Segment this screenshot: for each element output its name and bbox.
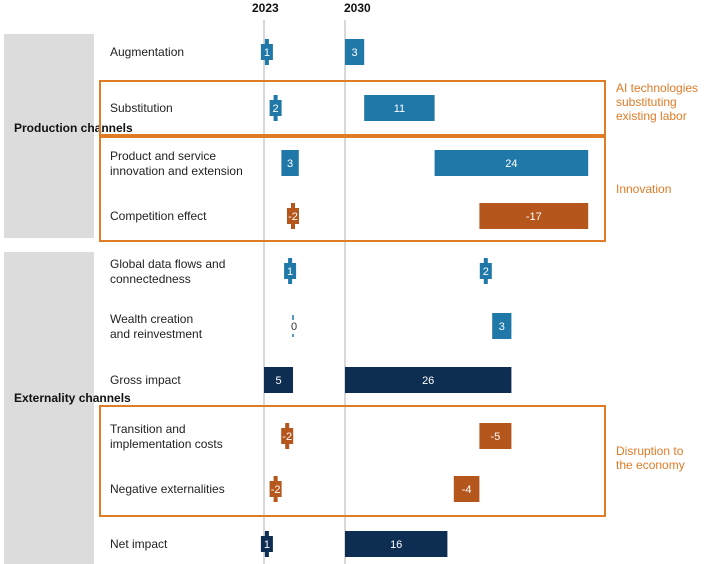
annotation-innovation: Innovation: [616, 182, 671, 196]
bar-2030: [453, 476, 480, 502]
bar-2023: [281, 150, 299, 176]
annotation-disruption: Disruption to the economy: [616, 444, 687, 472]
row-label: Gross impact: [110, 373, 181, 387]
row-label: Wealth creation and reinvestment: [110, 312, 203, 341]
row-label: Negative externalities: [110, 482, 225, 496]
bar-value-2030: 26: [422, 375, 434, 387]
bar-value-2030: 24: [505, 158, 517, 170]
bar-value-2023: 1: [264, 47, 270, 59]
row-label: Transition and implementation costs: [110, 422, 223, 451]
bar-value-2030: 3: [499, 321, 505, 333]
bar-value-2023: 1: [264, 539, 270, 551]
row-label: Competition effect: [110, 209, 207, 223]
bar-value-2030: 11: [394, 103, 405, 115]
bar-value-2023: 2: [273, 103, 279, 115]
bar-value-2030: 16: [390, 539, 402, 551]
bar-2023: [269, 481, 282, 497]
row-labels: Augmentation Substitution Product and serv…: [110, 45, 243, 551]
row-label: Substitution: [110, 101, 173, 115]
bar-2030: [479, 263, 492, 279]
bar-value-2030: -4: [462, 484, 472, 496]
bar-value-2023: 1: [287, 266, 293, 278]
bar-2023: [264, 367, 293, 393]
bar-2023: [284, 263, 297, 279]
bar-2023: [287, 208, 299, 224]
channel-panel-production: [4, 34, 94, 238]
bar-2023: [260, 44, 273, 60]
row-label: Augmentation: [110, 45, 184, 59]
highlight-box-disruption: [99, 405, 606, 517]
year-label-2023: 2023: [252, 1, 279, 15]
bar-value-2023: 3: [287, 158, 293, 170]
bar-2023: [260, 536, 273, 552]
channel-label-production: Production channels: [14, 121, 133, 135]
row-label: Product and service innovation and extens…: [110, 149, 243, 178]
bar-2030: [345, 39, 365, 65]
row-label: Global data flows and connectedness: [110, 257, 225, 286]
annotation-substitution: AI technologies substituting existing la…: [616, 81, 701, 123]
bar-2030: [345, 531, 448, 557]
bar-value-2023: 0: [291, 321, 297, 333]
bar-value-2030: -17: [526, 211, 542, 223]
channel-panel-externality: [4, 252, 94, 564]
bar-2030: [479, 203, 589, 229]
bar-value-2030: 3: [352, 47, 358, 59]
bar-2030: [492, 313, 512, 339]
bar-value-2023: -2: [282, 431, 292, 443]
row-label: Net impact: [110, 537, 168, 551]
bar-value-2023: 5: [275, 375, 281, 387]
bar-2023: [281, 428, 294, 444]
highlight-box-substitution: [99, 80, 606, 136]
bar-value-2030: 2: [483, 266, 489, 278]
channel-label-externality: Externality channels: [14, 391, 131, 405]
bar-value-2023: -2: [288, 211, 298, 223]
year-label-2030: 2030: [344, 1, 371, 15]
highlight-box-innovation: [99, 136, 606, 242]
bar-2030: [364, 95, 435, 121]
bar-2023: [269, 100, 282, 116]
bar-value-2023: -2: [271, 484, 281, 496]
bar-value-2030: -5: [491, 431, 501, 443]
bar-2030: [345, 367, 512, 393]
bar-2030: [479, 423, 512, 449]
bars: 1 2 3 -2 1 0 5 -2 -2 1 3 11 24 -17 2 3 26 -5 -4 16: [260, 39, 589, 557]
bar-2030: [434, 150, 589, 176]
